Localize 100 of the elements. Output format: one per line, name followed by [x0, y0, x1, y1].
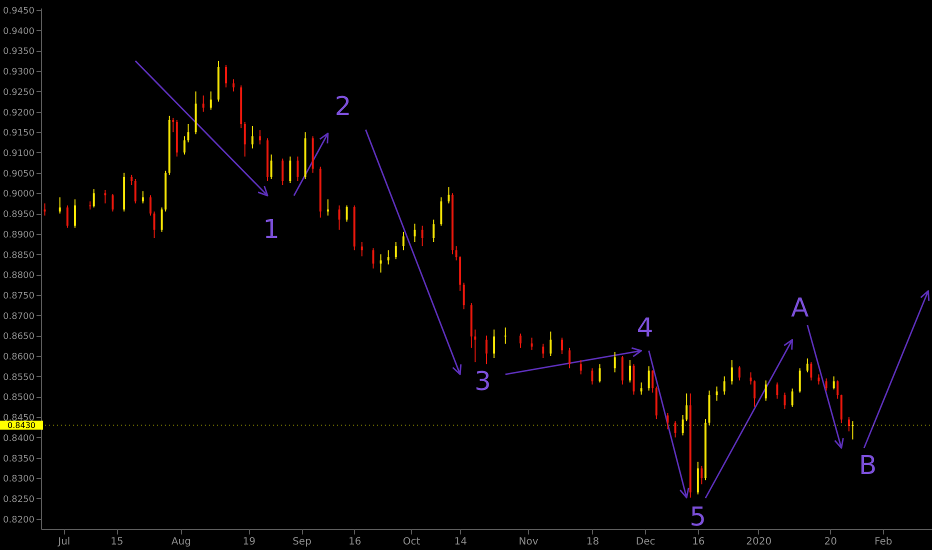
candlestick — [142, 190, 144, 204]
candlestick — [130, 174, 133, 186]
annotation: B — [858, 450, 877, 481]
candlestick — [519, 333, 522, 348]
candlestick — [346, 204, 348, 222]
x-tick-label: 20 — [824, 536, 837, 548]
candlestick — [504, 327, 506, 344]
candlestick — [360, 242, 363, 257]
ref-line-label: 0.8430 — [8, 421, 36, 430]
annotation: 2 — [334, 92, 352, 122]
candlestick — [784, 392, 786, 410]
x-tick-label: Feb — [874, 536, 892, 548]
x-tick-label: Aug — [171, 536, 191, 548]
candlestick — [462, 282, 465, 310]
candlestick — [810, 362, 812, 381]
y-tick-label: 0.8250 — [3, 494, 35, 505]
candlestick — [550, 331, 552, 357]
candlestick — [258, 130, 261, 145]
candlestick — [202, 95, 204, 112]
candlestick — [652, 370, 654, 394]
candlestick — [326, 198, 329, 216]
candlestick — [44, 202, 46, 216]
candlestick — [134, 178, 136, 204]
candlestick — [187, 124, 190, 143]
y-tick-label: 0.8300 — [3, 474, 35, 485]
candlestick — [852, 420, 854, 440]
candlestick — [486, 335, 488, 365]
candlestick — [580, 360, 582, 375]
x-tick-label: 16 — [348, 536, 362, 548]
candlestick — [172, 117, 174, 133]
candlestick — [160, 206, 163, 232]
x-tick-label: 15 — [110, 536, 124, 548]
annotation: 1 — [263, 214, 280, 245]
y-tick-label: 0.8800 — [3, 271, 35, 282]
candlestick — [372, 248, 374, 269]
candlestick — [640, 382, 642, 396]
candlestick — [832, 376, 835, 390]
x-tick-label: Sep — [292, 536, 312, 548]
candlestick — [153, 211, 156, 238]
candlestick — [542, 343, 544, 359]
candlestick — [730, 360, 733, 386]
candlestick — [686, 392, 688, 422]
y-tick-label: 0.9000 — [3, 190, 35, 200]
candlestick — [244, 121, 246, 158]
y-tick-label: 0.8400 — [3, 434, 35, 444]
y-tick-label: 0.8900 — [3, 230, 35, 240]
candlestick — [74, 198, 76, 228]
y-tick-label: 0.9050 — [3, 169, 35, 180]
y-tick-label: 0.8600 — [3, 352, 35, 363]
y-tick-label: 0.8550 — [3, 372, 35, 383]
candlestick — [848, 416, 850, 432]
x-tick-label: 2020 — [746, 536, 772, 548]
y-tick-label: 0.8650 — [3, 332, 35, 342]
candlestick — [104, 189, 106, 204]
candlestick — [716, 386, 718, 402]
x-tick-label: 18 — [586, 536, 600, 548]
candlestick — [66, 204, 68, 228]
y-tick-label: 0.9300 — [3, 68, 35, 78]
y-tick-label: 0.9400 — [3, 26, 35, 37]
candlestick — [296, 156, 299, 182]
y-tick-label: 0.8350 — [3, 454, 35, 464]
candlestick — [682, 414, 684, 436]
candlestick — [380, 254, 382, 274]
candlestick — [648, 366, 650, 392]
candlestick — [776, 382, 778, 400]
candlestick — [270, 154, 272, 180]
x-tick-label: Nov — [518, 536, 538, 548]
candlestick — [738, 366, 740, 381]
annotation: 4 — [636, 313, 654, 344]
candlestick — [432, 219, 435, 243]
y-tick-label: 0.8850 — [3, 250, 35, 261]
candlestick — [455, 246, 458, 261]
y-tick-label: 0.8500 — [3, 393, 35, 404]
candlestick — [561, 337, 564, 354]
candlestick — [621, 356, 624, 386]
candlestick — [289, 156, 292, 184]
x-tick-label: Jul — [57, 536, 70, 548]
candlestick — [754, 380, 756, 408]
candlestick — [493, 329, 496, 359]
candlestick — [806, 358, 808, 373]
candlestick — [798, 368, 801, 394]
x-tick-label: 14 — [454, 536, 467, 548]
candlestick — [282, 158, 284, 186]
y-tick-label: 0.8750 — [3, 291, 35, 302]
candlestick — [448, 186, 450, 204]
y-tick-label: 0.9100 — [3, 148, 35, 159]
candlestick — [421, 225, 424, 247]
y-tick-label: 0.8700 — [3, 312, 35, 322]
candlestick — [251, 126, 254, 149]
candlestick — [598, 364, 601, 383]
x-tick-label: Dec — [636, 536, 656, 548]
candlestick — [700, 465, 703, 485]
candlestick — [394, 242, 397, 260]
candlestick — [674, 420, 676, 438]
candlestick — [92, 188, 95, 208]
candlestick — [750, 372, 752, 386]
candlestick — [149, 194, 152, 216]
candlestick — [628, 360, 631, 383]
candlestick — [474, 329, 476, 363]
candlestick — [591, 368, 594, 386]
